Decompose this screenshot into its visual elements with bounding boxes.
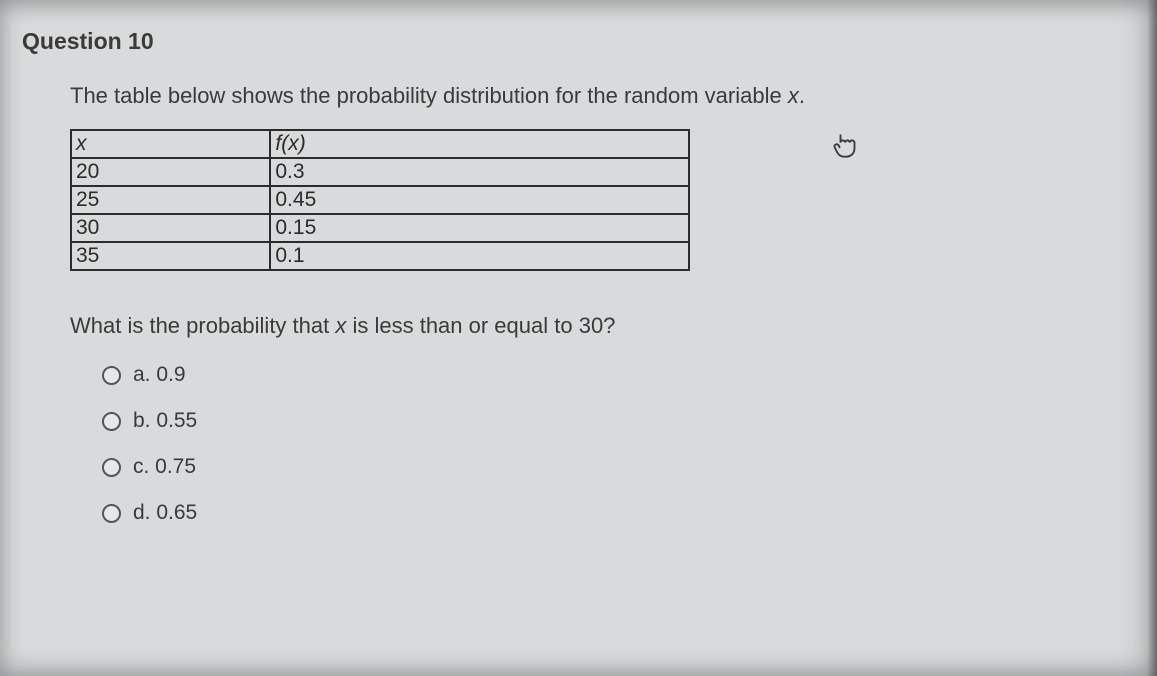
subprompt-before: What is the probability that xyxy=(70,313,335,338)
table-cell: 20 xyxy=(71,158,270,186)
table-row: 25 0.45 xyxy=(71,186,689,214)
table-header-fx: f(x) xyxy=(270,130,689,158)
question-prompt: The table below shows the probability di… xyxy=(70,83,1135,109)
pointer-cursor-icon xyxy=(830,131,858,159)
table-row: 35 0.1 xyxy=(71,242,689,270)
subprompt-after: is less than or equal to 30? xyxy=(346,313,615,338)
prompt-text: The table below shows the probability di… xyxy=(70,83,788,108)
table-cell: 35 xyxy=(71,242,270,270)
option-label: c. 0.75 xyxy=(133,455,196,479)
option-label: b. 0.55 xyxy=(133,409,197,433)
option-a[interactable]: a. 0.9 xyxy=(102,363,1135,387)
prompt-var: x xyxy=(788,83,799,108)
table-header-x: x xyxy=(71,130,270,158)
table-row: x f(x) xyxy=(71,130,689,158)
option-c[interactable]: c. 0.75 xyxy=(102,455,1135,479)
radio-icon[interactable] xyxy=(102,366,121,385)
distribution-table: x f(x) 20 0.3 25 0.45 30 0.15 35 0.1 xyxy=(70,129,690,271)
radio-icon[interactable] xyxy=(102,504,121,523)
option-d[interactable]: d. 0.65 xyxy=(102,501,1135,525)
option-b[interactable]: b. 0.55 xyxy=(102,409,1135,433)
subprompt-var: x xyxy=(335,313,346,338)
table-cell: 30 xyxy=(71,214,270,242)
photo-edge xyxy=(1147,0,1157,676)
table-cell: 0.3 xyxy=(270,158,689,186)
prompt-text-after: . xyxy=(799,83,805,108)
radio-icon[interactable] xyxy=(102,412,121,431)
table-cell: 25 xyxy=(71,186,270,214)
question-subprompt: What is the probability that x is less t… xyxy=(70,313,1135,339)
radio-icon[interactable] xyxy=(102,458,121,477)
option-label: a. 0.9 xyxy=(133,363,186,387)
table-cell: 0.1 xyxy=(270,242,689,270)
question-title: Question 10 xyxy=(22,28,1135,55)
option-label: d. 0.65 xyxy=(133,501,197,525)
table-cell: 0.45 xyxy=(270,186,689,214)
table-row: 20 0.3 xyxy=(71,158,689,186)
table-row: 30 0.15 xyxy=(71,214,689,242)
answer-options: a. 0.9 b. 0.55 c. 0.75 d. 0.65 xyxy=(70,363,1135,525)
table-cell: 0.15 xyxy=(270,214,689,242)
